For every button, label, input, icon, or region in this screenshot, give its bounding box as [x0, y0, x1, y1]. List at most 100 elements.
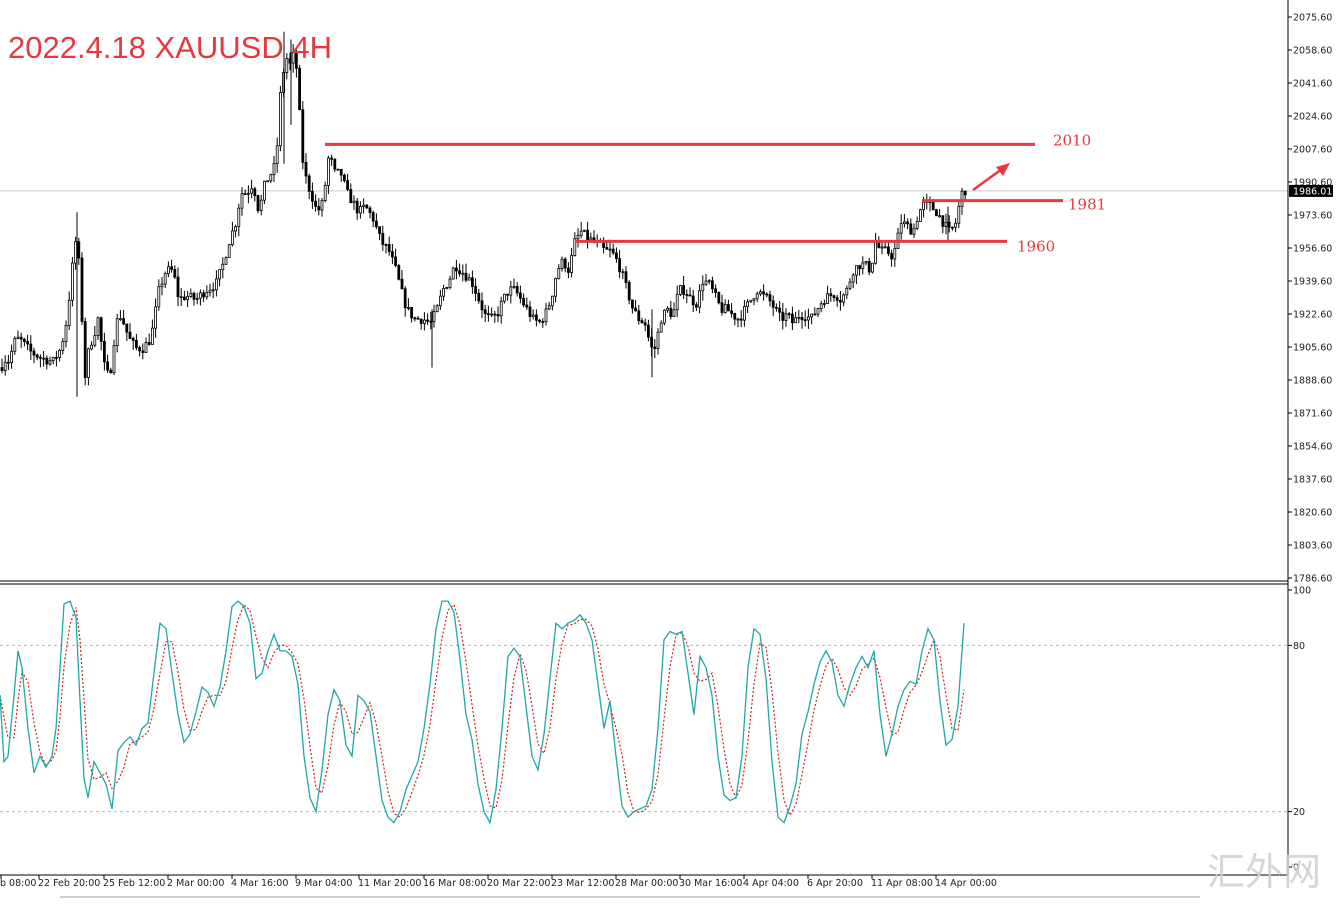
- candle-body: [624, 271, 628, 283]
- trend-arrow-shaft: [972, 167, 1003, 192]
- candle-body: [963, 190, 967, 196]
- price-tick-label: 1803.60: [1293, 541, 1332, 552]
- candle-body: [701, 283, 705, 292]
- candle-body: [13, 338, 17, 352]
- candle-body: [826, 293, 829, 304]
- candle-body: [611, 248, 615, 254]
- candle-body: [61, 341, 65, 351]
- candle-body: [77, 241, 81, 259]
- candle-body: [864, 260, 868, 264]
- candle-body: [931, 202, 935, 211]
- price-tick-label: 1871.60: [1293, 409, 1332, 420]
- candle-body: [579, 230, 583, 236]
- current-price-box: [1289, 184, 1333, 197]
- candle-body: [467, 277, 471, 281]
- candle-body: [563, 258, 567, 269]
- candle-body: [451, 267, 455, 280]
- candle-body: [96, 317, 100, 336]
- candle-body: [797, 316, 801, 319]
- candle-body: [903, 221, 906, 225]
- candle-body: [80, 257, 84, 322]
- candle-body: [125, 323, 129, 333]
- candle-body: [583, 229, 586, 232]
- candle-body: [675, 293, 679, 311]
- candle-body: [765, 293, 769, 296]
- candle-body: [67, 299, 71, 326]
- candle-body: [727, 304, 730, 312]
- candle-body: [134, 339, 138, 348]
- candle-body: [477, 292, 481, 302]
- candle-body: [848, 281, 852, 289]
- stoch-signal-line: [0, 603, 965, 818]
- candle-body: [3, 361, 7, 371]
- candle-body: [250, 188, 254, 194]
- price-tick-label: 1990.60: [1293, 178, 1332, 189]
- candle-body: [736, 318, 740, 321]
- candle-body: [368, 207, 372, 214]
- time-tick-label: 4 Apr 04:00: [743, 878, 799, 889]
- candle-body: [871, 262, 874, 273]
- candle-body: [237, 207, 241, 228]
- candle-body: [829, 293, 833, 297]
- candle-body: [131, 338, 135, 341]
- candle-body: [823, 303, 826, 305]
- candle-body: [243, 193, 247, 196]
- candle-body: [442, 288, 446, 297]
- candle-body: [128, 331, 132, 339]
- candle-body: [653, 346, 657, 349]
- candle-body: [784, 313, 788, 321]
- candle-body: [438, 295, 442, 307]
- candle-body: [669, 307, 673, 317]
- candle-body: [941, 215, 945, 227]
- candle-body: [643, 322, 647, 326]
- price-tick-label: 1905.60: [1293, 343, 1332, 354]
- candle-body: [266, 180, 270, 183]
- candle-body: [342, 174, 346, 181]
- candle-body: [877, 241, 881, 248]
- price-tick-label: 2075.60: [1293, 13, 1332, 24]
- candle-body: [522, 297, 525, 306]
- chart-title: 2022.4.18 XAUUSD 4H: [8, 30, 332, 65]
- candle-body: [567, 267, 570, 273]
- price-tick-label: 2024.60: [1293, 112, 1332, 123]
- candle-body: [221, 263, 225, 271]
- candle-body: [659, 322, 663, 333]
- candle-body: [163, 273, 167, 285]
- candle-body: [320, 200, 324, 211]
- candle-body: [688, 294, 692, 297]
- time-axis: b 08:00 22 Feb 20:00 25 Feb 12:00 2 Mar 00:…: [0, 874, 1288, 898]
- main-pane: [0, 31, 1288, 582]
- candle-body: [119, 318, 122, 321]
- candle-body: [214, 278, 218, 291]
- candle-body: [7, 361, 10, 364]
- candle-body: [358, 206, 362, 214]
- candle-body: [154, 306, 158, 329]
- candle-body: [256, 195, 260, 212]
- candle-body: [74, 241, 77, 264]
- time-tick-label: 20 Mar 22:00: [487, 878, 550, 889]
- candle-body: [48, 360, 52, 365]
- candle-body: [170, 266, 174, 270]
- time-tick-label: 6 Apr 20:00: [807, 878, 863, 889]
- candle-body: [893, 248, 897, 260]
- candle-body: [954, 222, 957, 228]
- candle-body: [157, 286, 161, 308]
- candle-body: [807, 316, 810, 321]
- candle-body: [103, 341, 106, 363]
- candle-body: [858, 265, 861, 270]
- candle-body: [723, 304, 727, 313]
- candle-body: [381, 232, 385, 245]
- candle-body: [672, 309, 676, 317]
- candle-body: [800, 316, 804, 321]
- candle-body: [339, 168, 343, 176]
- candle-body: [787, 313, 791, 316]
- price-tick-label: 1922.60: [1293, 310, 1332, 321]
- candle-body: [294, 51, 298, 69]
- candle-body: [851, 274, 855, 283]
- indicator-pane: 100 80 20 0: [0, 583, 1311, 874]
- candle-body: [685, 294, 689, 296]
- candle-body: [384, 244, 388, 246]
- candle-body: [42, 357, 45, 360]
- candle-body: [422, 319, 426, 324]
